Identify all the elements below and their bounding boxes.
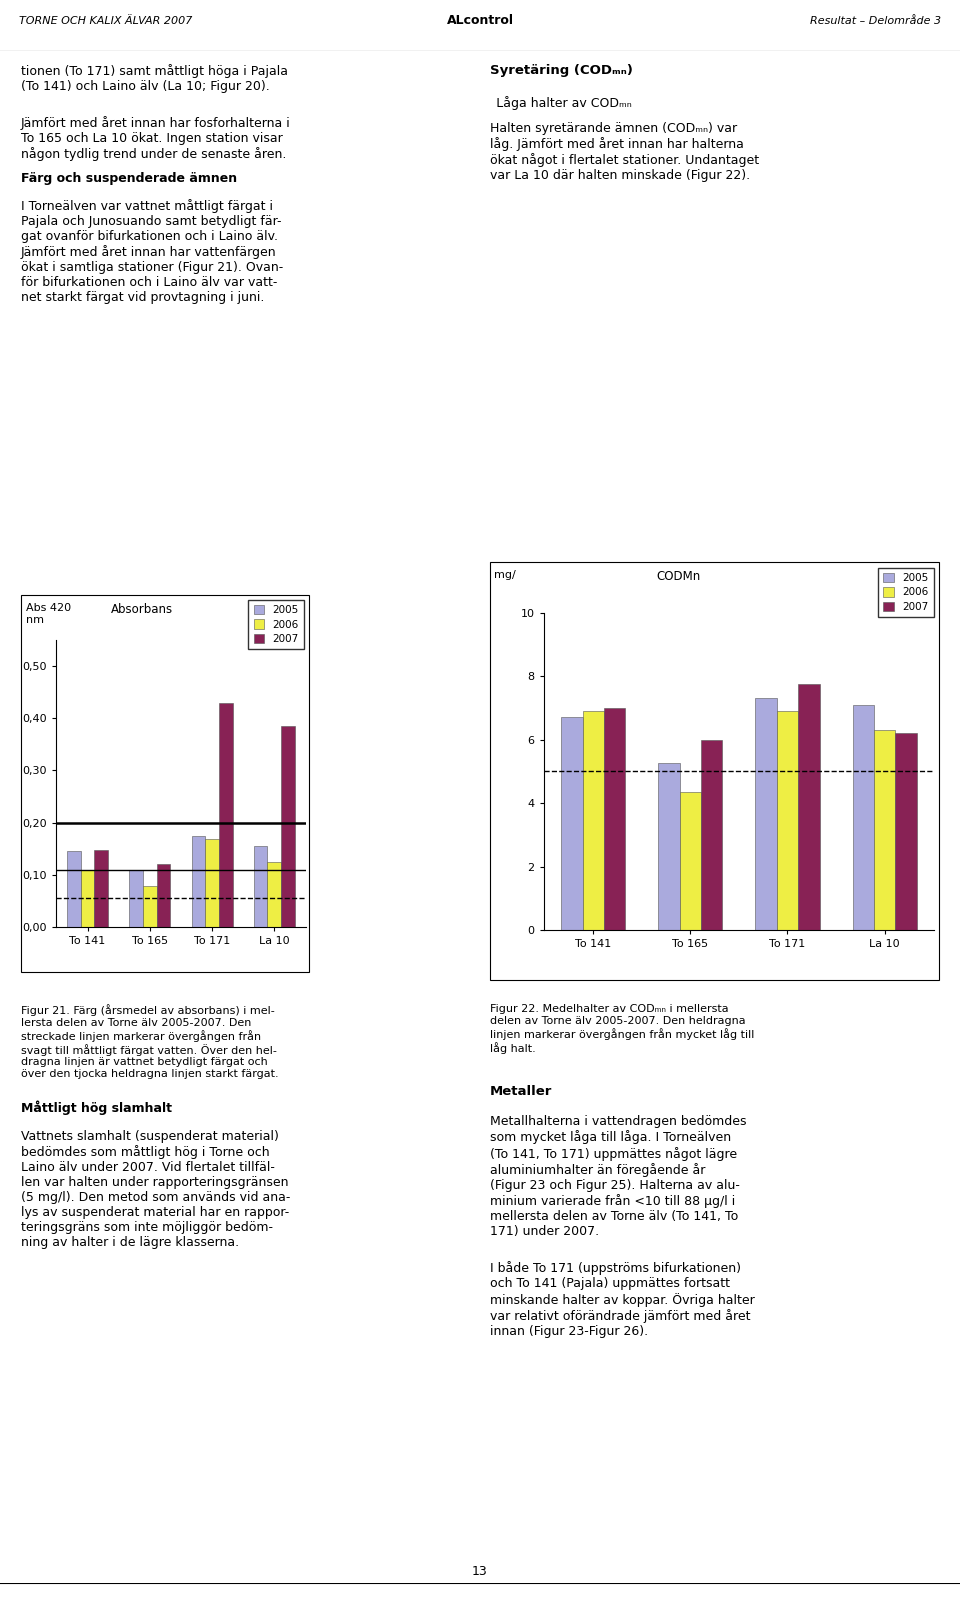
Bar — [896, 733, 917, 930]
Text: CODMn: CODMn — [657, 570, 701, 583]
Bar — [659, 763, 680, 930]
Text: I både To 171 (uppströms bifurkationen)
och To 141 (Pajala) uppmättes fortsatt
m: I både To 171 (uppströms bifurkationen) … — [490, 1261, 755, 1337]
Text: Resultat – Delområde 3: Resultat – Delområde 3 — [809, 16, 941, 26]
Bar — [130, 869, 143, 927]
Text: Måttligt hög slamhalt: Måttligt hög slamhalt — [21, 1101, 172, 1115]
Bar — [680, 792, 701, 930]
Legend: 2005, 2006, 2007: 2005, 2006, 2007 — [878, 567, 934, 617]
Bar — [777, 710, 798, 930]
Text: TORNE OCH KALIX ÄLVAR 2007: TORNE OCH KALIX ÄLVAR 2007 — [19, 16, 193, 26]
Text: ALcontrol: ALcontrol — [446, 14, 514, 27]
Bar — [281, 726, 295, 927]
Bar — [94, 850, 108, 927]
Bar — [81, 869, 94, 927]
Bar — [852, 705, 874, 930]
Bar — [701, 739, 723, 930]
Text: Halten syretärande ämnen (CODₘₙ) var
låg. Jämfört med året innan har halterna
ök: Halten syretärande ämnen (CODₘₙ) var låg… — [490, 122, 758, 183]
Bar — [143, 885, 156, 927]
Bar — [798, 685, 820, 930]
Text: Syretäring (CODₘₙ): Syretäring (CODₘₙ) — [490, 64, 633, 77]
Text: Färg och suspenderade ämnen: Färg och suspenderade ämnen — [21, 172, 237, 185]
Text: Låga halter av CODₘₙ: Låga halter av CODₘₙ — [490, 96, 632, 111]
Text: tionen (To 171) samt måttligt höga i Pajala
(To 141) och Laino älv (La 10; Figur: tionen (To 171) samt måttligt höga i Paj… — [21, 64, 288, 93]
Bar — [253, 845, 268, 927]
Bar — [205, 839, 219, 927]
Text: Figur 21. Färg (årsmedel av absorbans) i mel-
lersta delen av Torne älv 2005-200: Figur 21. Färg (årsmedel av absorbans) i… — [21, 1004, 278, 1078]
Bar — [562, 717, 583, 930]
Bar — [874, 730, 896, 930]
Bar — [583, 710, 604, 930]
Text: Figur 22. Medelhalter av CODₘₙ i mellersta
delen av Torne älv 2005-2007. Den hel: Figur 22. Medelhalter av CODₘₙ i mellers… — [490, 1004, 754, 1054]
Text: Vattnets slamhalt (suspenderat material)
bedömdes som måttligt hög i Torne och
L: Vattnets slamhalt (suspenderat material)… — [21, 1130, 291, 1249]
Text: Jämfört med året innan har fosforhalterna i
To 165 och La 10 ökat. Ingen station: Jämfört med året innan har fosforhaltern… — [21, 116, 291, 161]
Bar — [192, 836, 205, 927]
Bar — [219, 702, 232, 927]
Text: Metaller: Metaller — [490, 1085, 552, 1098]
Text: Abs 420
nm: Abs 420 nm — [26, 603, 71, 625]
Legend: 2005, 2006, 2007: 2005, 2006, 2007 — [249, 599, 304, 649]
Bar — [67, 852, 81, 927]
Text: 13: 13 — [472, 1565, 488, 1578]
Text: I Torneälven var vattnet måttligt färgat i
Pajala och Junosuando samt betydligt : I Torneälven var vattnet måttligt färgat… — [21, 199, 283, 304]
Bar — [604, 707, 625, 930]
Text: Absorbans: Absorbans — [111, 603, 173, 615]
Text: Metallhalterna i vattendragen bedömdes
som mycket låga till låga. I Torneälven
(: Metallhalterna i vattendragen bedömdes s… — [490, 1115, 746, 1237]
Bar — [756, 699, 777, 930]
Bar — [156, 865, 170, 927]
Text: mg/: mg/ — [494, 570, 516, 580]
Bar — [268, 861, 281, 927]
